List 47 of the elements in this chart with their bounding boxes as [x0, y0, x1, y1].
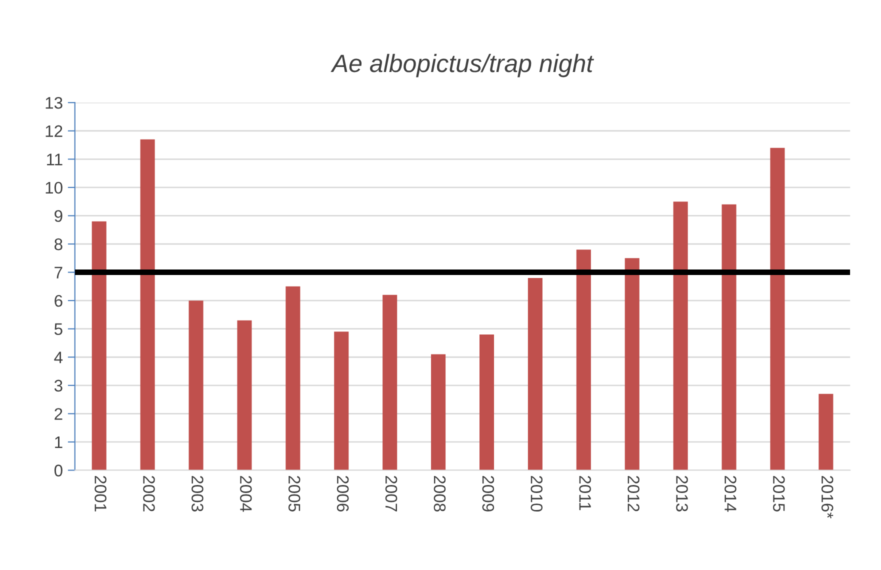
x-tick-label: 2005 — [288, 476, 300, 512]
y-tick-label: 10 — [46, 182, 62, 194]
bar — [140, 139, 155, 470]
x-tick-label: 2006 — [336, 476, 349, 512]
y-tick-label: 1 — [55, 436, 62, 448]
y-tick-label: 9 — [54, 210, 62, 222]
bar — [818, 394, 834, 470]
x-tick-label: 2011 — [579, 476, 591, 510]
x-tick-label: 2008 — [434, 476, 446, 512]
y-tick-label: 5 — [54, 323, 62, 336]
bar — [576, 250, 591, 470]
y-tick-label: 6 — [54, 294, 62, 307]
x-tick-label: 2015 — [773, 476, 785, 512]
chart-title: Ae albopictus/trap night — [330, 54, 594, 78]
x-tick-label: 2014 — [724, 476, 736, 512]
x-tick-label: 2004 — [240, 476, 252, 512]
bar — [528, 278, 542, 470]
y-tick-label: 11 — [47, 154, 62, 166]
bar — [237, 320, 252, 470]
y-tick-label: 7 — [54, 266, 62, 278]
bar — [382, 294, 398, 470]
bar — [673, 202, 688, 470]
y-tick-label: 12 — [46, 125, 62, 137]
y-tick-label: 8 — [54, 238, 62, 250]
bar — [770, 148, 785, 470]
y-tick-label: 2 — [54, 408, 62, 420]
bar — [188, 300, 204, 470]
y-tick-label: 0 — [54, 464, 62, 476]
x-tick-label: 2002 — [143, 476, 155, 512]
x-tick-label: 2010 — [530, 476, 543, 512]
x-tick-label: 2009 — [482, 476, 494, 512]
x-tick-label: 2007 — [385, 476, 398, 512]
bar — [334, 332, 349, 470]
y-tick-label: 4 — [54, 352, 63, 364]
x-tick-label: 2016* — [821, 476, 834, 518]
x-tick-label: 2012 — [628, 476, 640, 512]
x-tick-label: 2003 — [192, 476, 204, 512]
x-tick-label: 2001 — [94, 476, 106, 512]
bar — [286, 286, 300, 470]
bar — [479, 334, 494, 470]
bar — [431, 354, 446, 470]
bar — [92, 221, 106, 470]
y-tick-label: 3 — [54, 380, 62, 392]
y-tick-label: 13 — [46, 97, 62, 109]
x-tick-label: 2013 — [676, 476, 688, 512]
bar — [722, 204, 736, 470]
bar — [624, 258, 640, 470]
